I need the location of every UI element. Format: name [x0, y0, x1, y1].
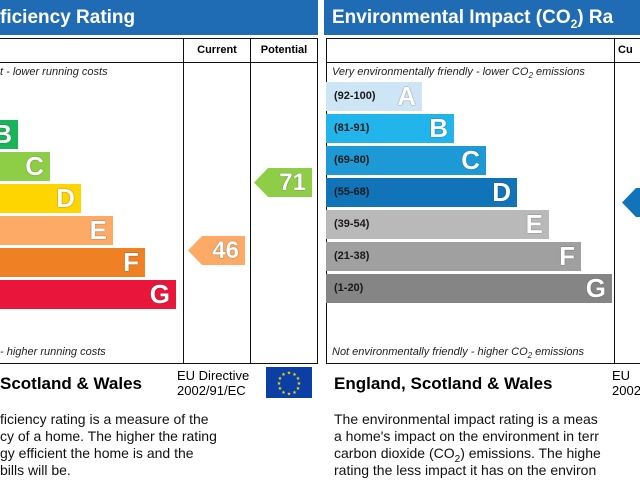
region-label: Scotland & Wales: [0, 374, 143, 393]
env-region-label: England, Scotland & Wales: [334, 374, 553, 393]
title-end: ) Ra: [577, 7, 614, 28]
env-table-footer-divider: [326, 363, 640, 364]
env-directive-line-1: EU: [612, 368, 631, 383]
svg-text:★: ★: [277, 381, 282, 387]
eu-directive-text: EU Directive 2002/91/EC: [177, 368, 249, 398]
env-desc-line-3: carbon dioxide (CO2) emissions. The high…: [334, 445, 601, 468]
environmental-impact-title-text: Environmental Impact (CO2) Ra: [324, 7, 614, 31]
env-band-f: (21-38) F: [326, 242, 581, 271]
env-unfriendly-note-end: emissions: [532, 346, 585, 358]
env-band-letter: B: [429, 113, 448, 143]
energy-band-letter: G: [149, 279, 170, 309]
svg-text:★: ★: [287, 392, 292, 398]
environmental-impact-title: Environmental Impact (CO2) Ra: [324, 0, 640, 35]
env-band-range: (21-38): [334, 250, 370, 262]
env-band-letter: A: [397, 81, 416, 111]
env-friendly-note-text: Very environmentally friendly - lower CO: [332, 66, 529, 78]
env-friendly-note-end: emissions: [532, 66, 585, 78]
env-friendly-note: Very environmentally friendly - lower CO…: [332, 66, 585, 80]
env-band-letter: E: [525, 209, 543, 239]
directive-line-1: EU Directive: [177, 368, 250, 383]
energy-band-letter: C: [25, 151, 44, 181]
eu-stars-icon: ★ ★★ ★★★ ★★★ ★★★: [277, 371, 302, 398]
env-band-letter: C: [461, 145, 480, 175]
potential-column-header: Potential: [260, 44, 308, 56]
current-column-divider: [183, 38, 184, 364]
env-band-letter: F: [559, 241, 575, 271]
env-desc-line-4: rating the less impact it has on the env…: [334, 462, 597, 478]
energy-desc-line-3: gy efficient the home is and the: [0, 445, 194, 461]
env-eu-directive-text: EU 2002: [612, 368, 640, 398]
env-band-letter: D: [492, 177, 511, 207]
energy-band-e: E: [0, 216, 113, 245]
energy-band-letter: F: [123, 247, 139, 277]
env-directive-line-2: 2002: [612, 383, 640, 398]
env-unfriendly-note-text: Not environmentally friendly - higher CO: [332, 346, 528, 358]
env-band-b: (81-91) B: [326, 114, 454, 143]
env-band-range: (1-20): [334, 282, 364, 294]
svg-text:★: ★: [292, 372, 297, 378]
efficient-note: t - lower running costs: [0, 66, 108, 78]
env-desc-line-1: The environmental impact rating is a mea…: [334, 411, 598, 427]
energy-desc-line-2: cy of a home. The higher the rating: [0, 428, 217, 444]
env-band-range: (69-80): [334, 154, 370, 166]
current-rating-arrow: 46: [188, 236, 245, 265]
env-current-column-header: Cu: [618, 44, 633, 56]
env-band-a: (92-100) A: [326, 82, 422, 111]
env-desc-line-3-sub: 2: [454, 453, 461, 465]
env-band-c: (69-80) C: [326, 146, 486, 175]
env-band-d: (55-68) D: [326, 178, 517, 207]
environmental-impact-panel: Environmental Impact (CO2) Ra Cu Very en…: [324, 0, 640, 480]
energy-band-b: B: [0, 120, 18, 149]
eu-flag-icon: ★ ★ ★ ★ ★ ★ ★ ★ ★ ★ ★ ★: [266, 367, 312, 398]
svg-text:★: ★: [278, 376, 283, 382]
svg-text:★: ★: [296, 376, 301, 382]
svg-text:★: ★: [281, 390, 286, 396]
energy-band-letter: B: [0, 119, 12, 149]
svg-text:★: ★: [292, 390, 297, 396]
env-band-letter: G: [585, 273, 606, 303]
energy-efficiency-title: ficiency Rating: [0, 0, 318, 35]
env-band-range: (55-68): [334, 186, 370, 198]
energy-band-c: C: [0, 152, 50, 181]
energy-band-letter: D: [56, 183, 75, 213]
energy-band-g: G: [0, 280, 176, 309]
env-band-range: (81-91): [334, 122, 370, 134]
env-desc-line-3-text: carbon dioxide (CO: [334, 445, 455, 461]
env-band-range: (92-100): [334, 90, 376, 102]
env-desc-line-3-end: ) emissions. The highe: [460, 445, 601, 461]
svg-text:★: ★: [281, 372, 286, 378]
directive-line-2: 2002/91/EC: [177, 383, 246, 398]
potential-rating-arrow: 71: [254, 168, 312, 197]
title-main: Environmental Impact (CO: [332, 7, 571, 28]
energy-efficiency-panel: ficiency Rating Current Potential t - lo…: [0, 0, 318, 478]
table-header-divider: [0, 62, 318, 63]
energy-band-f: F: [0, 248, 145, 277]
energy-desc-line-4: bills will be.: [0, 462, 71, 478]
env-band-g: (1-20) G: [326, 274, 612, 303]
env-table-header-divider: [326, 62, 640, 63]
energy-desc-line-1: ficiency rating is a measure of the: [0, 411, 209, 427]
potential-column-divider: [250, 38, 251, 364]
env-unfriendly-note-sub: 2: [527, 351, 533, 361]
env-friendly-note-sub: 2: [528, 71, 533, 81]
env-unfriendly-note: Not environmentally friendly - higher CO…: [332, 346, 584, 360]
svg-text:★: ★: [287, 371, 292, 377]
title-subscript: 2: [570, 16, 578, 31]
energy-efficiency-title-text: ficiency Rating: [0, 7, 136, 28]
inefficient-note: - higher running costs: [0, 346, 106, 358]
table-footer-divider: [0, 363, 318, 364]
svg-text:★: ★: [278, 386, 283, 392]
env-band-e: (39-54) E: [326, 210, 549, 239]
env-band-range: (39-54): [334, 218, 370, 230]
svg-text:★: ★: [297, 381, 302, 387]
energy-band-d: D: [0, 184, 81, 213]
current-column-header: Current: [197, 44, 237, 56]
energy-band-letter: E: [89, 215, 107, 245]
svg-text:★: ★: [296, 386, 301, 392]
env-desc-line-2: a home's impact on the environment in te…: [334, 428, 599, 444]
env-current-column-divider: [614, 38, 615, 364]
